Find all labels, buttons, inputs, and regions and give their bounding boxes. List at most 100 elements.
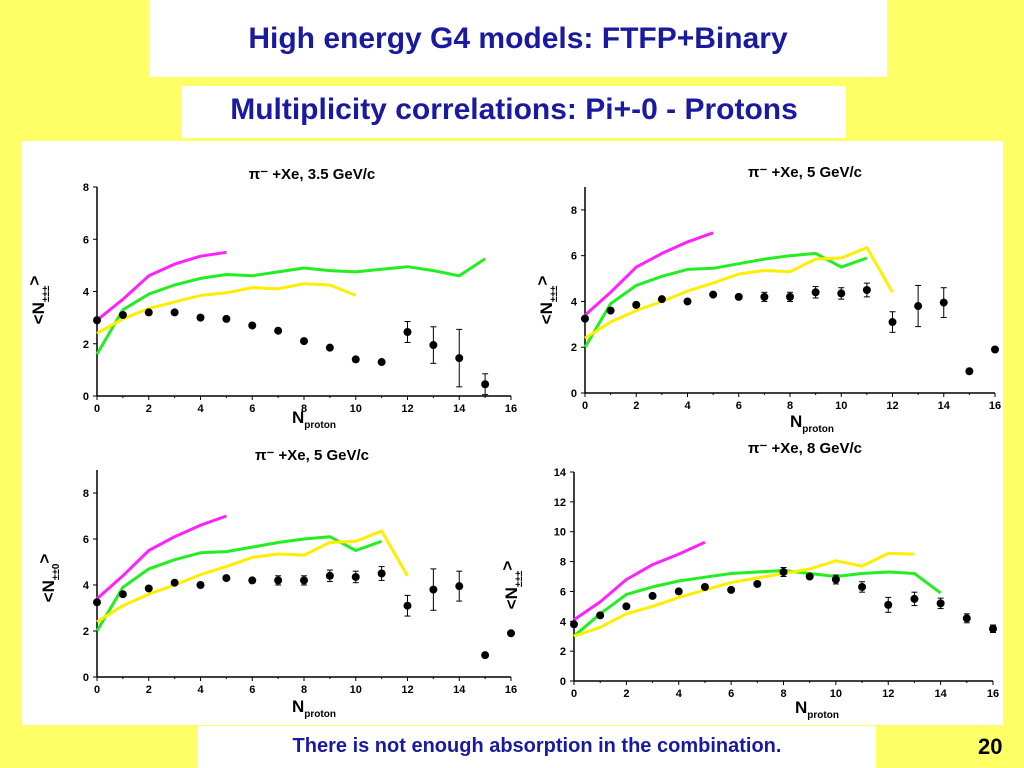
x-tick-label: 4 <box>684 400 691 412</box>
data-point <box>481 651 490 660</box>
x-tick-label: 12 <box>882 688 894 700</box>
data-point <box>727 585 736 594</box>
x-tick-label: 2 <box>146 403 152 415</box>
data-point <box>144 584 153 593</box>
data-point <box>170 308 179 317</box>
x-tick-label: 16 <box>505 403 517 415</box>
data-point <box>274 576 283 585</box>
data-point <box>811 288 820 297</box>
y-tick-label: 8 <box>83 488 89 500</box>
y-tick-label: 2 <box>571 342 577 354</box>
y-axis-label-main: <N <box>39 580 58 602</box>
magenta-model-line <box>573 540 706 622</box>
y-tick-label: 4 <box>83 287 90 299</box>
y-tick-label: 8 <box>83 182 89 194</box>
x-tick-label: 6 <box>249 403 255 415</box>
x-tick-label: 0 <box>571 688 577 700</box>
x-tick-label: 10 <box>835 400 847 412</box>
x-axis-label: Nproton <box>795 698 839 721</box>
x-axis-label: Nproton <box>292 697 336 720</box>
green-model-line <box>95 535 383 632</box>
y-tick-label: 0 <box>560 676 566 688</box>
data-point <box>709 290 718 299</box>
y-tick-label: 4 <box>571 296 578 308</box>
data-point <box>753 579 762 588</box>
y-axis-label: <N±±0> <box>35 554 62 603</box>
x-tick-label: 14 <box>453 684 466 696</box>
data-point <box>377 569 386 578</box>
y-tick-label: 8 <box>560 557 566 569</box>
x-tick-label: 6 <box>728 688 734 700</box>
y-tick-label: 2 <box>83 339 89 351</box>
data-point <box>144 308 153 317</box>
x-tick-label: 14 <box>935 688 948 700</box>
x-tick-label: 8 <box>787 400 793 412</box>
x-axis-label-main: N <box>790 412 802 431</box>
data-point <box>455 582 464 591</box>
y-tick-label: 0 <box>83 391 89 403</box>
data-point <box>507 629 515 638</box>
yellow-model-line <box>573 551 915 638</box>
data-point <box>248 576 257 585</box>
data-point <box>991 345 999 354</box>
x-axis-label: Nproton <box>790 412 834 435</box>
data-point <box>965 367 974 376</box>
y-tick-label: 10 <box>554 527 566 539</box>
data-point <box>760 292 769 301</box>
magenta-model-line <box>583 231 714 317</box>
y-axis-label-sub: ±±± <box>514 570 525 587</box>
y-axis-label: <N±±±> <box>25 276 52 325</box>
y-axis-label-end: > <box>25 276 44 286</box>
x-axis-label-sub: proton <box>802 424 834 435</box>
chart-title: π⁻ +Xe, 3.5 GeV/c <box>249 166 376 183</box>
data-point <box>403 327 412 336</box>
data-point <box>403 601 412 610</box>
y-axis-label-end: > <box>498 561 517 571</box>
x-axis-label-main: N <box>292 697 304 716</box>
y-tick-label: 8 <box>571 205 577 217</box>
x-tick-label: 12 <box>401 684 413 696</box>
magenta-model-line <box>96 250 227 322</box>
x-tick-label: 10 <box>350 684 362 696</box>
yellow-model-line <box>584 246 894 340</box>
data-point <box>455 354 464 363</box>
x-tick-label: 10 <box>350 403 362 415</box>
data-point <box>222 574 231 583</box>
x-axis-label-sub: proton <box>807 710 839 721</box>
data-point <box>606 306 615 315</box>
x-axis-label-sub: proton <box>304 420 336 431</box>
data-point <box>93 598 101 607</box>
data-point <box>632 300 641 309</box>
data-point <box>936 599 945 608</box>
data-point <box>858 582 867 591</box>
data-point <box>939 298 948 307</box>
chart-5-gev-charged: π⁻ +Xe, 5 GeV/c0 2 4 6 8 10 12 14 1602468Nproton… <box>533 164 1001 435</box>
title-box <box>149 0 887 77</box>
green-model-line <box>95 257 486 355</box>
x-axis-label: Nproton <box>292 408 336 431</box>
y-axis-label-end: > <box>533 276 552 286</box>
data-point <box>325 571 334 580</box>
data-point <box>196 313 205 322</box>
data-point <box>786 292 794 301</box>
data-point <box>962 614 971 623</box>
x-tick-label: 8 <box>301 403 307 415</box>
data-point <box>596 611 605 620</box>
y-axis-label-sub: ±±± <box>549 285 560 302</box>
green-model-line <box>573 569 942 638</box>
y-axis-label-sub: ±±0 <box>51 563 62 580</box>
y-tick-label: 6 <box>83 234 89 246</box>
y-tick-label: 2 <box>560 646 566 658</box>
data-point <box>429 585 438 594</box>
chart-8-gev: π⁻ +Xe, 8 GeV/c 0 2 4 6 8 10 12 14 16 0 2 4 6 8 10 12 14 N… <box>498 440 999 721</box>
y-axis-label-main: <N <box>29 302 48 324</box>
x-tick-label: 10 <box>830 688 842 700</box>
data-point <box>622 602 631 611</box>
x-axis-label-main: N <box>795 698 807 717</box>
data-point <box>118 311 127 320</box>
x-tick-label: 4 <box>197 684 204 696</box>
data-point <box>683 297 692 306</box>
x-tick-label: 14 <box>938 400 951 412</box>
data-point <box>581 314 589 323</box>
x-tick-label: 4 <box>197 403 204 415</box>
